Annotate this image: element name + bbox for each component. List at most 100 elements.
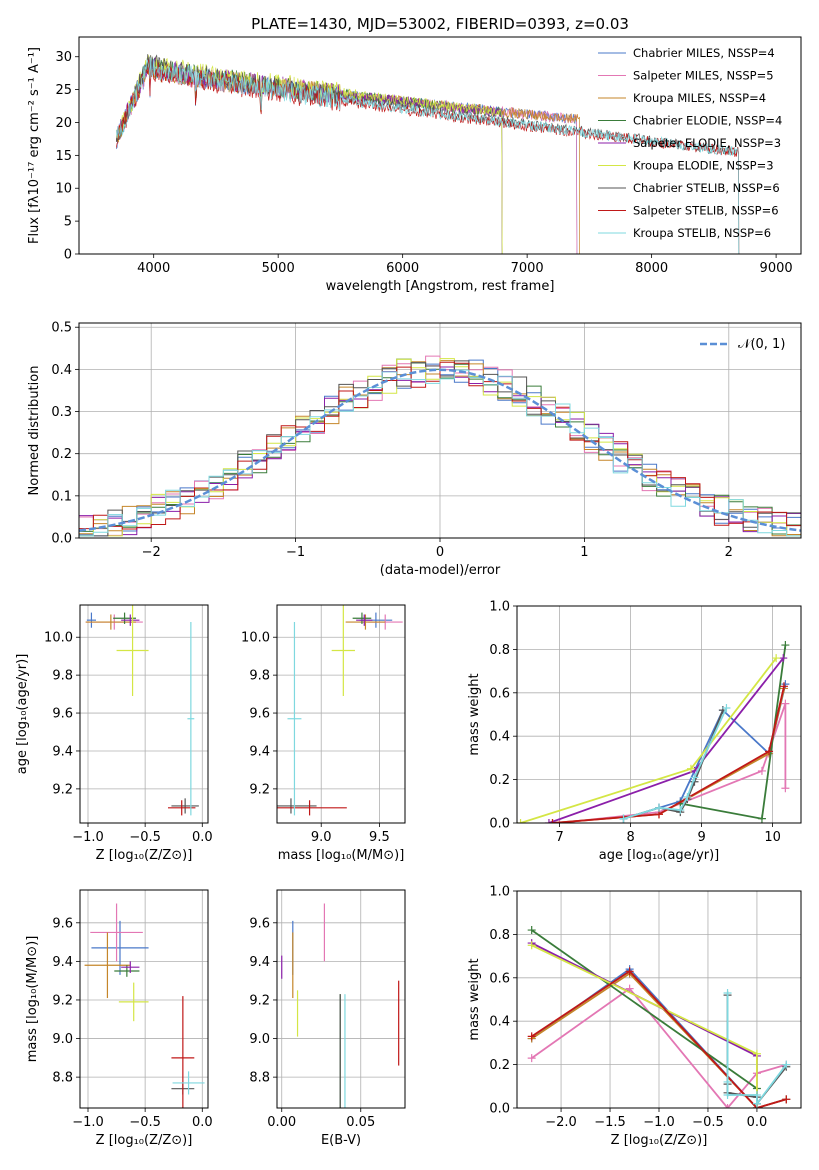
spectrum-line [115,59,740,254]
panel-0-xlabel: wavelength [Angstrom, rest frame] [326,279,555,294]
panel-5-ytick-label: 8.8 [52,1071,73,1086]
panel-0-xtick-label: 9000 [760,261,793,276]
panel-7-ytick-label: 0.4 [489,1015,510,1030]
panel-2-ytick-label: 9.8 [52,669,73,684]
weight-marker [752,1090,761,1099]
panel-5-xlabel: Z [log₁₀(Z/Z⊙)] [96,1133,193,1148]
panel-3-xtick-label: 9.5 [369,830,390,845]
panel-4-xtick-label: 9 [697,830,705,845]
panel-7-xtick-label: 0.0 [747,1115,768,1130]
panel-7-ytick-label: 0.2 [489,1058,510,1073]
panel-7-xlabel: Z [log₁₀(Z/Z⊙)] [611,1133,708,1148]
panel-3-ytick-label: 10.0 [241,631,270,646]
panel-3-plot-area [277,605,403,816]
panel-5-frame [79,889,209,1109]
panel-6-ytick-label: 8.8 [249,1071,270,1086]
panel-6-ytick-label: 9.6 [249,916,270,931]
panel-5-ytick-label: 9.0 [52,1032,73,1047]
weight-marker [676,805,685,814]
legend-label: Kroupa MILES, NSSP=4 [633,91,766,105]
panel-5-ytick-label: 9.2 [52,993,73,1008]
weight-line [531,987,787,1108]
weight-line [531,970,787,1108]
weight-marker [527,1032,536,1041]
panel-7-xtick-label: −1.5 [594,1115,626,1130]
legend-label: Kroupa ELODIE, NSSP=3 [633,159,774,173]
panel-7-ytick-label: 0.6 [489,971,510,986]
panel-4-xtick-label: 10 [764,830,781,845]
panel-5-plot-area [84,903,205,1108]
weight-line [531,944,758,1108]
panel-1-ylabel: Normed distribution [27,366,42,496]
weight-line [623,707,728,820]
weight-marker [686,764,695,773]
weight-marker [527,1054,536,1063]
panel-6-ytick-label: 9.0 [249,1032,270,1047]
panel-5-xtick-label: −1.0 [72,1115,104,1130]
panel-7-xtick-label: −2.0 [545,1115,577,1130]
panel-1-ytick-label: 0.1 [51,489,72,504]
panel-1-xtick-label: 0 [436,545,444,560]
panel-2-plot-area [85,605,199,816]
panel-4-ytick-label: 1.0 [489,600,510,615]
panel-4-ytick-label: 0.4 [489,730,510,745]
spectrum-line [115,57,740,254]
weight-marker [782,1060,791,1069]
panel-0-ytick-label: 15 [55,149,72,164]
weight-marker [517,819,525,823]
weight-line [552,686,785,823]
weight-marker [782,1095,791,1104]
panel-4-plot-area [517,641,790,823]
weight-marker [779,682,788,691]
weight-marker [683,792,692,801]
panel-4-xtick-label: 7 [555,830,563,845]
weight-line [531,942,758,1108]
weight-marker [723,1104,732,1108]
weight-marker [723,1090,732,1099]
weight-marker [781,641,790,650]
spectrum-line [115,54,503,254]
panel-0-ytick-label: 20 [55,116,72,131]
spectrum-line [115,54,740,254]
weight-marker [723,1077,732,1086]
weight-marker [781,680,790,689]
panel-0-xtick-label: 6000 [386,261,419,276]
panel-3-ytick-label: 9.4 [249,744,270,759]
panel-2-ytick-label: 9.2 [52,782,73,797]
panel-4-frame [516,605,802,824]
panel-4-xtick-label: 8 [626,830,634,845]
panel-0-xtick-label: 7000 [511,261,544,276]
legend-label: Chabrier ELODIE, NSSP=4 [633,114,782,128]
histogram-step [79,361,801,537]
panel-1-xtick-label: −1 [286,545,305,560]
panel-4-ytick-label: 0.2 [489,773,510,788]
weight-line [623,709,724,820]
weight-marker [757,814,766,823]
weight-marker [779,654,788,663]
panel-5-ytick-label: 9.6 [52,916,73,931]
panel-1-ytick-label: 0.2 [51,447,72,462]
panel-1-ytick-label: 0.0 [51,532,72,547]
panel-7-xtick-label: −1.0 [643,1115,675,1130]
panel-5-ylabel: mass [log₁₀(M/M⊙)] [25,936,40,1063]
panel-3-ytick-label: 9.2 [249,782,270,797]
panel-6-plot-area [281,903,400,1108]
panel-0-ylabel: Flux [fλ10⁻¹⁷ erg cm⁻² s⁻¹ A⁻¹] [27,47,42,244]
weight-marker [527,941,536,950]
weight-marker [690,773,699,782]
weight-line [726,993,788,1107]
weight-marker [722,703,731,712]
panel-0-xtick-label: 4000 [137,261,170,276]
legend-label: Chabrier MILES, NSSP=4 [633,46,775,60]
panel-4-ytick-label: 0.6 [489,686,510,701]
panel-6-xtick-label: 0.00 [267,1115,296,1130]
weight-marker [655,803,663,812]
panel-2-xtick-label: −1.0 [72,830,104,845]
panel-3-xtick-label: 9.0 [311,830,332,845]
panel-1-ytick-label: 0.5 [51,321,72,336]
weight-marker [772,654,781,663]
panel-2-xlabel: Z [log₁₀(Z/Z⊙)] [96,848,193,863]
panel-7-frame [516,890,802,1109]
panel-5-xtick-label: −0.5 [129,1115,161,1130]
panel-4-xlabel: age [log₁₀(age/yr)] [599,848,720,863]
